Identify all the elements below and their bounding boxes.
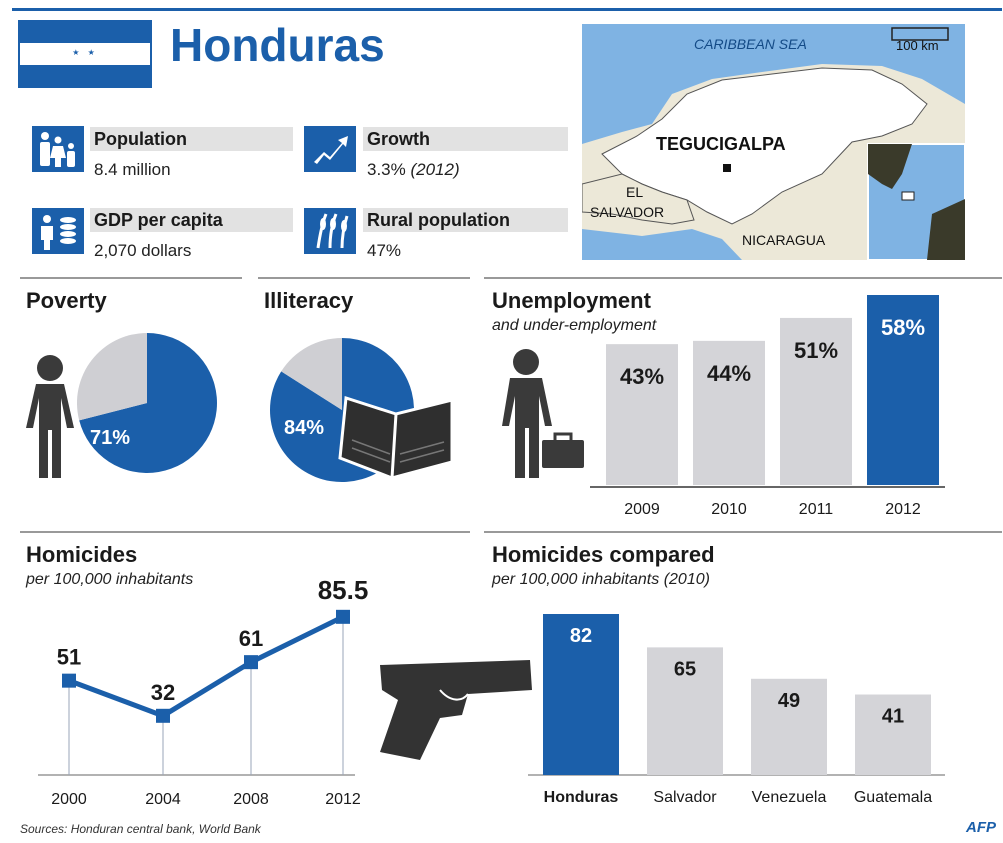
homicides-line: 51 2000 32 2004 61 2008 85.5 2012 xyxy=(51,575,368,808)
homicides-point xyxy=(62,673,76,688)
map-sea-label: CARIBBEAN SEA xyxy=(694,36,807,52)
compared-category-label: Salvador xyxy=(653,789,717,806)
stat-label-rural: Rural population xyxy=(363,208,568,232)
unemployment-value-label: 58% xyxy=(881,315,925,340)
page-title: Honduras xyxy=(170,19,385,71)
compared-value-label: 65 xyxy=(674,658,696,680)
homicides-series-line xyxy=(68,614,345,719)
money-person-icon xyxy=(32,208,84,254)
honduras-map: CARIBBEAN SEA 100 km TEGUCIGALPA EL SALV… xyxy=(582,24,965,260)
unemployment-value-label: 44% xyxy=(707,361,751,386)
honduras-flag-icon: ★ ★★ xyxy=(18,20,152,88)
person-icon xyxy=(26,355,74,478)
map-neighbor-label: EL xyxy=(626,184,644,200)
homicides-value-label: 61 xyxy=(239,626,263,651)
homicides-compared-subtitle: per 100,000 inhabitants (2010) xyxy=(492,571,710,588)
illiteracy-title: Illiteracy xyxy=(264,288,354,313)
poverty-title: Poverty xyxy=(26,288,107,313)
unemployment-bars: 43% 2009 44% 2010 51% 2011 58% 2012 xyxy=(606,295,939,518)
unemployment-category-label: 2010 xyxy=(711,501,747,518)
unemployment-category-label: 2009 xyxy=(624,501,660,518)
unemployment-subtitle: and under-employment xyxy=(492,317,657,334)
unemployment-value-label: 43% xyxy=(620,364,664,389)
unemployment-bar xyxy=(606,344,678,485)
compared-bar xyxy=(751,678,827,775)
illiteracy-label: 84% xyxy=(284,417,324,439)
map-capital-label: TEGUCIGALPA xyxy=(656,134,786,154)
compared-value-label: 49 xyxy=(778,690,800,712)
homicides-subtitle: per 100,000 inhabitants xyxy=(26,571,194,588)
homicides-title: Homicides xyxy=(26,542,138,567)
homicides-year-label: 2004 xyxy=(145,791,181,808)
source-note: Sources: Honduran central bank, World Ba… xyxy=(20,822,261,836)
section-rule xyxy=(484,531,1002,533)
unemployment-value-label: 51% xyxy=(794,338,838,363)
homicides-year-label: 2008 xyxy=(233,791,269,808)
afp-logo: AFP xyxy=(965,819,997,836)
stat-value-rural: 47% xyxy=(367,241,402,260)
compared-category-label: Venezuela xyxy=(752,789,827,806)
stat-value-population: 8.4 million xyxy=(94,160,171,179)
businessman-icon xyxy=(502,349,584,478)
homicides-point xyxy=(336,609,350,624)
homicides-value-label: 85.5 xyxy=(318,575,369,605)
homicides-year-label: 2012 xyxy=(325,791,361,808)
compared-bar xyxy=(543,614,619,775)
top-rule xyxy=(12,8,1002,11)
section-rule xyxy=(20,277,242,279)
map-neighbor-label: SALVADOR xyxy=(590,204,665,220)
stat-label-growth: Growth xyxy=(363,127,568,151)
compared-category-label: Guatemala xyxy=(854,789,932,806)
stat-value-gdp: 2,070 dollars xyxy=(94,241,192,260)
wheat-icon xyxy=(304,208,356,254)
stat-value-growth: 3.3% (2012) xyxy=(367,160,460,179)
unemployment-category-label: 2012 xyxy=(885,501,921,518)
homicides-point xyxy=(244,655,258,670)
poverty-label: 71% xyxy=(90,427,130,449)
homicides-year-label: 2000 xyxy=(51,791,87,808)
growth-arrow-icon xyxy=(304,126,356,172)
homicides-point xyxy=(156,708,170,723)
compared-bar xyxy=(855,694,931,775)
map-shapes xyxy=(582,27,965,260)
compared-value-label: 41 xyxy=(882,706,904,728)
poverty-slice xyxy=(79,333,218,474)
stat-label-gdp: GDP per capita xyxy=(90,208,293,232)
illiteracy-slice xyxy=(281,338,342,410)
compared-value-label: 82 xyxy=(570,625,592,647)
compared-bar xyxy=(647,647,723,775)
homicides-compared-title: Homicides compared xyxy=(492,542,715,567)
homicides-value-label: 51 xyxy=(57,645,81,670)
stat-label-population: Population xyxy=(90,127,293,151)
poverty-slice xyxy=(77,333,147,421)
map-neighbor-label: NICARAGUA xyxy=(742,232,826,248)
compared-bars: 82 Honduras 65 Salvador 49 Venezuela 41 Guatema… xyxy=(543,614,932,806)
unemployment-category-label: 2011 xyxy=(799,501,834,518)
unemployment-bar xyxy=(693,340,765,485)
homicides-value-label: 32 xyxy=(151,680,175,705)
unemployment-title: Unemployment xyxy=(492,288,651,313)
family-icon xyxy=(32,126,84,172)
unemployment-bar xyxy=(780,317,852,485)
book-icon xyxy=(338,396,454,480)
unemployment-bar xyxy=(867,295,939,485)
map-scale-label: 100 km xyxy=(896,38,939,53)
compared-category-label: Honduras xyxy=(544,789,619,806)
section-rule xyxy=(20,531,470,533)
section-rule xyxy=(484,277,1002,279)
section-rule xyxy=(258,277,470,279)
pistol-icon xyxy=(380,660,532,760)
poverty-pie: 71% xyxy=(77,333,218,474)
